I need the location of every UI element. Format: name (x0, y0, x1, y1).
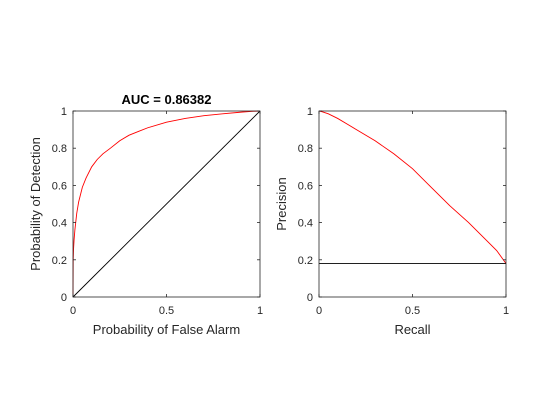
x-axis-label: Probability of False Alarm (93, 322, 240, 337)
y-tick-label: 0.6 (52, 180, 67, 192)
x-tick-label: 0.5 (405, 305, 420, 317)
y-tick-label: 0 (61, 292, 67, 304)
y-tick-label: 0.8 (52, 143, 67, 155)
x-tick-label: 0 (70, 305, 76, 317)
precision-recall-panel: 0 0.5 1 0 0.2 0.4 0.6 0.8 1 Recall Precision (274, 106, 509, 337)
plot-area (319, 111, 506, 297)
pr-curve (318, 110, 507, 264)
x-axis-label: Recall (394, 322, 430, 337)
y-tick-label: 0 (307, 292, 313, 304)
x-tick-label: 0 (316, 305, 322, 317)
y-tick-label: 0.8 (298, 143, 313, 155)
x-tick-label: 1 (257, 305, 263, 317)
x-tick-label: 0.5 (159, 305, 174, 317)
y-tick-label: 1 (307, 106, 313, 118)
x-tick-label: 1 (503, 305, 509, 317)
roc-curve (72, 110, 261, 298)
roc-reference-line (72, 110, 261, 298)
y-axis-label: Probability of Detection (28, 137, 43, 271)
y-tick-label: 0.4 (298, 218, 313, 230)
y-tick-label: 0.2 (298, 255, 313, 267)
y-tick-label: 1 (61, 106, 67, 118)
y-axis-label: Precision (274, 177, 289, 230)
chart-title: AUC = 0.86382 (122, 92, 212, 107)
y-tick-label: 0.4 (52, 218, 67, 230)
y-tick-label: 0.6 (298, 180, 313, 192)
roc-panel: 0 0.5 1 0 0.2 0.4 0.6 0.8 1 Probability of False … (28, 92, 263, 337)
y-tick-label: 0.2 (52, 255, 67, 267)
